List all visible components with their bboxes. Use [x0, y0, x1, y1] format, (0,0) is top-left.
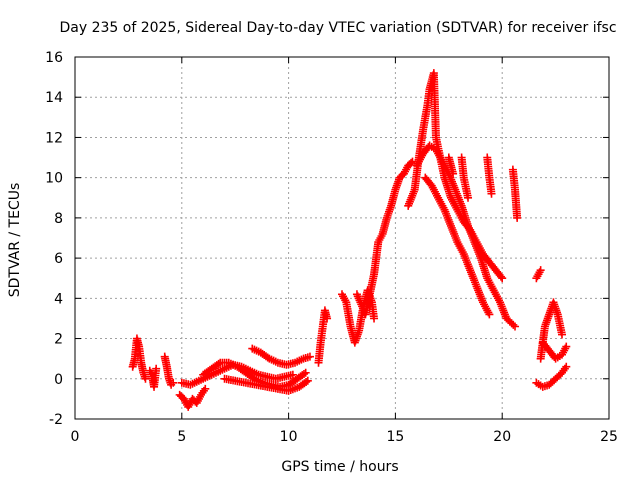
- series-spur-4: [508, 165, 522, 222]
- series-dip: [175, 384, 210, 411]
- data-point: [498, 274, 507, 283]
- data-point: [323, 314, 332, 323]
- data-point: [562, 342, 571, 351]
- data-point: [302, 377, 311, 386]
- series-rise-1: [314, 306, 332, 367]
- y-tick-label: 6: [54, 251, 63, 267]
- data-point: [214, 359, 223, 368]
- data-point: [288, 370, 297, 379]
- y-tick-label: 2: [54, 332, 63, 348]
- data-point: [485, 310, 494, 319]
- data-point: [513, 213, 522, 222]
- chart-title: Day 235 of 2025, Sidereal Day-to-day VTE…: [59, 20, 616, 36]
- data-point: [449, 169, 458, 178]
- grid: [75, 57, 609, 419]
- series-late-1: [532, 266, 545, 283]
- data-point: [464, 193, 473, 202]
- y-tick-label: 0: [54, 372, 63, 388]
- data-point: [305, 352, 314, 361]
- series-low-c: [248, 344, 314, 369]
- y-tick-label: -2: [49, 412, 63, 428]
- data-point: [407, 158, 416, 167]
- data-point: [487, 189, 496, 198]
- data-point: [511, 322, 520, 331]
- data-point: [558, 330, 567, 339]
- data-point: [370, 314, 379, 323]
- data-point: [509, 320, 518, 329]
- y-tick-label: 4: [54, 291, 63, 307]
- series-early-2: [145, 364, 161, 391]
- data-point: [301, 368, 310, 377]
- series-late-4: [538, 338, 571, 363]
- x-tick-label: 0: [71, 429, 80, 445]
- y-tick-label: 10: [45, 171, 63, 187]
- plot-frame: [74, 56, 610, 420]
- data-point: [536, 266, 545, 275]
- series-low-a: [177, 360, 297, 389]
- y-tick-label: 14: [45, 90, 63, 106]
- series-rise-3: [352, 157, 417, 319]
- data-point: [496, 272, 505, 281]
- series-early-3: [160, 352, 178, 389]
- series-early-1: [128, 334, 150, 383]
- x-tick-label: 10: [280, 429, 298, 445]
- data-point: [169, 378, 178, 387]
- data-point: [141, 374, 150, 383]
- y-axis-label: SDTVAR / TECUs: [7, 183, 23, 298]
- data-point: [152, 364, 161, 373]
- series-peak-b: [412, 141, 520, 331]
- x-axis-label: GPS time / hours: [281, 459, 398, 475]
- x-tick-label: 15: [386, 429, 404, 445]
- data-point: [201, 384, 210, 393]
- x-tick-label: 5: [177, 429, 186, 445]
- y-tick-label: 8: [54, 211, 63, 227]
- series-spur-3: [483, 153, 496, 198]
- series-low-d: [220, 374, 312, 395]
- y-tick-label: 12: [45, 130, 63, 146]
- series-spur-2: [457, 153, 473, 202]
- data-point: [303, 376, 312, 385]
- x-tick-label: 25: [600, 429, 618, 445]
- series-peak-c: [421, 173, 494, 319]
- x-tick-label: 20: [493, 429, 511, 445]
- series-late-3: [532, 362, 571, 391]
- data-point: [562, 362, 571, 371]
- data-point: [299, 369, 308, 378]
- axis-ticks: 0 5 10 15 20 25 -2 0 2 4 6 8 10 12 14 16: [45, 50, 618, 445]
- y-tick-label: 16: [45, 50, 63, 66]
- data-marks: [128, 69, 571, 411]
- series-spur-1: [444, 153, 458, 178]
